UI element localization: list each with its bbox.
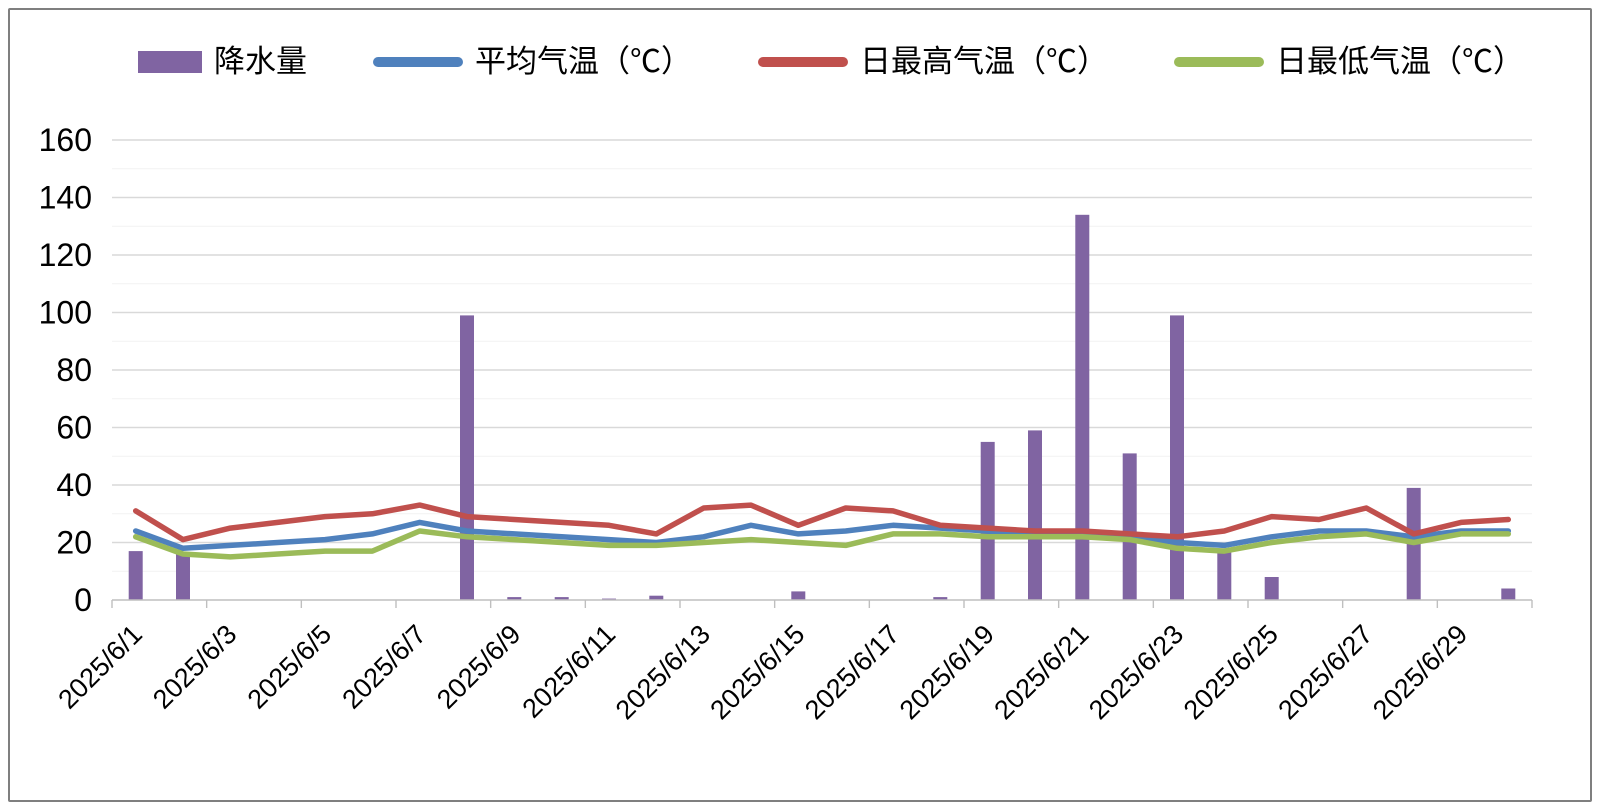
svg-text:2025/6/15: 2025/6/15 [704, 619, 810, 725]
legend-label-precipitation: 降水量 [214, 44, 307, 79]
svg-text:2025/6/13: 2025/6/13 [610, 619, 716, 725]
svg-text:2025/6/11: 2025/6/11 [517, 619, 622, 724]
svg-text:2025/6/3: 2025/6/3 [147, 619, 243, 715]
svg-text:100: 100 [39, 295, 92, 331]
svg-text:2025/6/25: 2025/6/25 [1178, 619, 1284, 725]
legend-item-max-temp: 日最高气温（℃） [758, 46, 1108, 77]
line-swatch-icon [373, 56, 463, 67]
svg-text:2025/6/21: 2025/6/21 [988, 619, 1094, 725]
legend-label-max-temp: 日最高气温（℃） [860, 44, 1108, 79]
svg-text:2025/6/19: 2025/6/19 [894, 619, 1000, 725]
svg-text:2025/6/17: 2025/6/17 [799, 619, 905, 725]
chart-legend: 降水量 平均气温（℃） 日最高气温（℃） 日最低气温（℃） [138, 46, 1590, 77]
svg-text:40: 40 [56, 467, 92, 503]
svg-text:140: 140 [39, 180, 92, 216]
svg-text:2025/6/29: 2025/6/29 [1367, 619, 1473, 725]
svg-text:160: 160 [39, 122, 92, 158]
legend-item-avg-temp: 平均气温（℃） [373, 46, 692, 77]
svg-text:2025/6/1: 2025/6/1 [52, 619, 148, 715]
svg-text:80: 80 [56, 352, 92, 388]
svg-text:0: 0 [74, 582, 92, 618]
svg-text:2025/6/5: 2025/6/5 [242, 619, 338, 715]
line-swatch-icon [1174, 56, 1264, 67]
legend-label-min-temp: 日最低气温（℃） [1276, 44, 1524, 79]
legend-label-avg-temp: 平均气温（℃） [475, 44, 692, 79]
line-swatch-icon [758, 56, 848, 67]
svg-text:2025/6/23: 2025/6/23 [1083, 619, 1189, 725]
svg-text:20: 20 [56, 525, 92, 561]
legend-item-precipitation: 降水量 [138, 46, 307, 77]
legend-item-min-temp: 日最低气温（℃） [1174, 46, 1524, 77]
svg-text:2025/6/9: 2025/6/9 [431, 619, 527, 715]
svg-text:60: 60 [56, 410, 92, 446]
svg-text:120: 120 [39, 237, 92, 273]
svg-text:2025/6/7: 2025/6/7 [336, 619, 432, 715]
bar-swatch-icon [138, 50, 202, 73]
svg-text:2025/6/27: 2025/6/27 [1272, 619, 1378, 725]
